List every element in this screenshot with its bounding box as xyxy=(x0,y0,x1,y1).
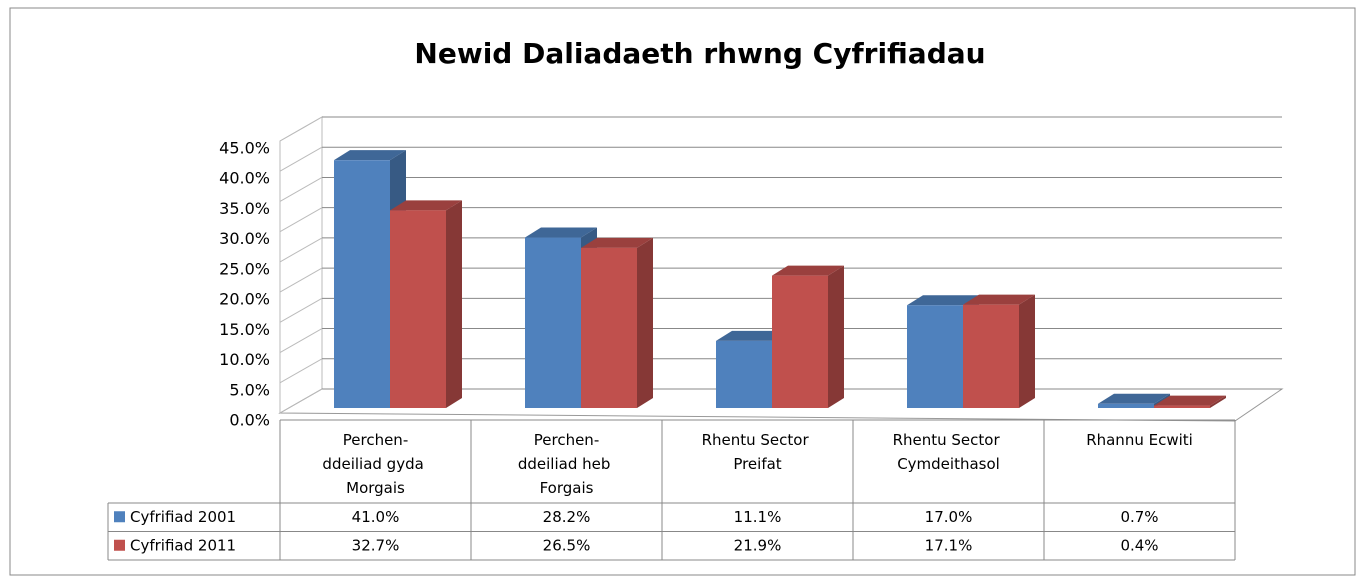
bar-top xyxy=(525,227,597,238)
legend-label: Cyfrifiad 2001 xyxy=(130,508,236,526)
y-tick-label: 5.0% xyxy=(229,380,270,399)
bar xyxy=(1154,405,1210,408)
y-tick-label: 20.0% xyxy=(219,290,270,309)
grid-line-side xyxy=(279,297,323,323)
bar-top xyxy=(581,237,653,248)
data-label: 17.1% xyxy=(925,536,973,554)
bar-side xyxy=(1019,294,1035,408)
legend-label: Cyfrifiad 2011 xyxy=(130,536,236,554)
data-label: 28.2% xyxy=(543,508,591,526)
grid-line-side xyxy=(279,207,323,233)
legend-key xyxy=(114,511,125,523)
x-tick-label: Rhannu Ecwiti xyxy=(1086,431,1193,449)
bar-top xyxy=(907,295,979,306)
data-label: 0.7% xyxy=(1120,508,1158,526)
y-tick-label: 25.0% xyxy=(219,259,270,278)
bar-side xyxy=(1210,395,1226,408)
bar-top xyxy=(963,294,1035,305)
chart-title: Newid Daliadaeth rhwng Cyfrifiadau xyxy=(414,37,985,70)
data-label: 26.5% xyxy=(543,536,591,554)
y-tick-label: 15.0% xyxy=(219,320,270,339)
x-tick-label: Rhentu Sector Cymdeithasol xyxy=(893,431,1005,473)
bar xyxy=(772,275,828,408)
bar xyxy=(963,304,1019,408)
bar-top xyxy=(1098,393,1170,404)
x-tick-label: Perchen-ddeiliad gyda Morgais xyxy=(322,431,428,497)
data-label: 21.9% xyxy=(734,536,782,554)
legend-key xyxy=(114,539,125,551)
grid-line-side xyxy=(279,388,323,414)
y-tick-label: 30.0% xyxy=(219,229,270,248)
x-tick-label: Rhentu Sector Preifat xyxy=(702,431,814,473)
data-label: 41.0% xyxy=(352,508,400,526)
bar xyxy=(390,210,446,408)
bar-top xyxy=(716,330,788,341)
bar-top xyxy=(390,200,462,211)
y-tick-label: 40.0% xyxy=(219,169,270,188)
data-label: 0.4% xyxy=(1120,536,1158,554)
grid-line-side xyxy=(279,177,323,202)
bar-top xyxy=(772,265,844,276)
bar xyxy=(525,237,581,408)
bar xyxy=(334,160,390,408)
grid-line-side xyxy=(279,116,323,142)
bar-side xyxy=(446,200,462,408)
bar xyxy=(907,305,963,408)
grid-line-side xyxy=(279,237,323,263)
grid-line-side xyxy=(279,358,323,384)
bar xyxy=(716,340,772,408)
chart-border xyxy=(9,7,1356,576)
grid-line-side xyxy=(279,328,323,353)
y-tick-label: 0.0% xyxy=(229,411,270,430)
y-tick-label: 45.0% xyxy=(219,139,270,158)
bar-top xyxy=(1154,395,1226,406)
x-tick-label: Perchen-ddeiliad heb Forgais xyxy=(518,431,615,497)
bar xyxy=(581,247,637,408)
bar xyxy=(1098,403,1154,408)
data-label: 17.0% xyxy=(925,508,973,526)
grid-line-side xyxy=(279,267,323,293)
y-tick-label: 35.0% xyxy=(219,199,270,218)
bar-side xyxy=(828,265,844,408)
bar-top xyxy=(334,150,406,161)
grid-line-side xyxy=(279,146,323,172)
bar-side xyxy=(637,237,653,408)
y-tick-label: 10.0% xyxy=(219,350,270,369)
data-label: 11.1% xyxy=(734,508,782,526)
data-label: 32.7% xyxy=(352,536,400,554)
